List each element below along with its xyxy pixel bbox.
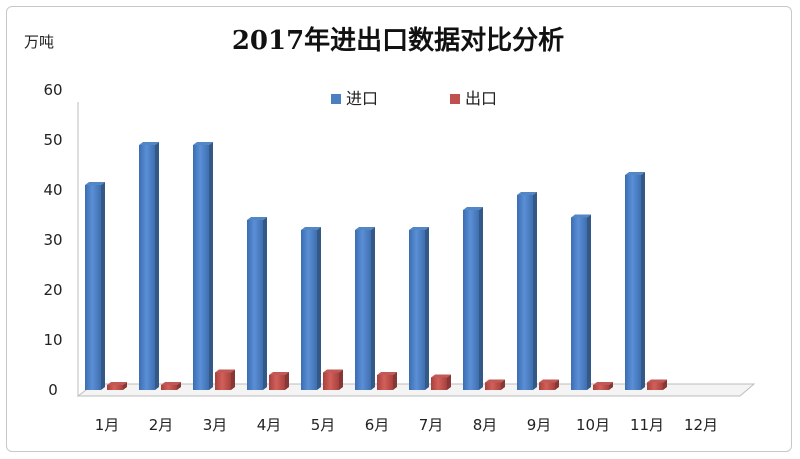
x-axis: 1月 2月 3月 4月 5月 6月 7月 8月 9月 10月 11月 12月 [95,416,718,434]
chart-frame [6,6,792,452]
bar-export [215,369,235,390]
bar-import [247,217,267,390]
x-tick-label: 9月 [527,416,552,434]
bar-import [85,182,105,390]
x-tick-label: 6月 [365,416,390,434]
legend-swatch-export [450,94,460,104]
bar-export [431,374,451,390]
y-tick-label: 10 [43,331,62,349]
legend-label-import: 进口 [346,89,378,108]
x-tick-label: 5月 [311,416,336,434]
bars-group [85,142,667,390]
y-tick-label: 50 [43,131,62,149]
y-tick-label: 0 [48,381,58,399]
x-tick-label: 11月 [630,416,664,434]
legend: 进口 出口 [331,89,497,108]
bar-export [323,369,343,390]
bar-import [355,227,375,390]
x-tick-label: 4月 [257,416,282,434]
x-tick-label: 7月 [419,416,444,434]
legend-swatch-import [331,94,341,104]
y-tick-label: 60 [43,81,62,99]
y-tick-label: 40 [43,181,62,199]
y-axis-unit-label: 万吨 [24,33,54,51]
bar-import [193,142,213,390]
bar-import [301,227,321,390]
x-tick-label: 8月 [473,416,498,434]
bar-export [377,372,397,390]
y-axis: 0 10 20 30 40 50 60 [43,81,62,399]
bar-export [593,382,613,390]
bar-import [139,142,159,390]
bar-import [409,227,429,390]
bar-export [269,372,289,390]
bar-export [647,379,667,390]
bar-import [517,192,537,390]
bar-import [463,207,483,390]
bar-export [107,382,127,390]
bar-import [625,172,645,390]
x-tick-label: 1月 [95,416,120,434]
y-tick-label: 20 [43,281,62,299]
x-tick-label: 3月 [203,416,228,434]
bar-export [161,382,181,390]
x-tick-label: 12月 [684,416,718,434]
bar-export [539,379,559,390]
legend-label-export: 出口 [465,89,497,108]
bar-import [571,214,591,390]
x-tick-label: 10月 [576,416,610,434]
x-tick-label: 2月 [149,416,174,434]
bar-export [485,379,505,390]
chart-title: 2017年进出口数据对比分析 [232,25,564,56]
y-tick-label: 30 [43,231,62,249]
